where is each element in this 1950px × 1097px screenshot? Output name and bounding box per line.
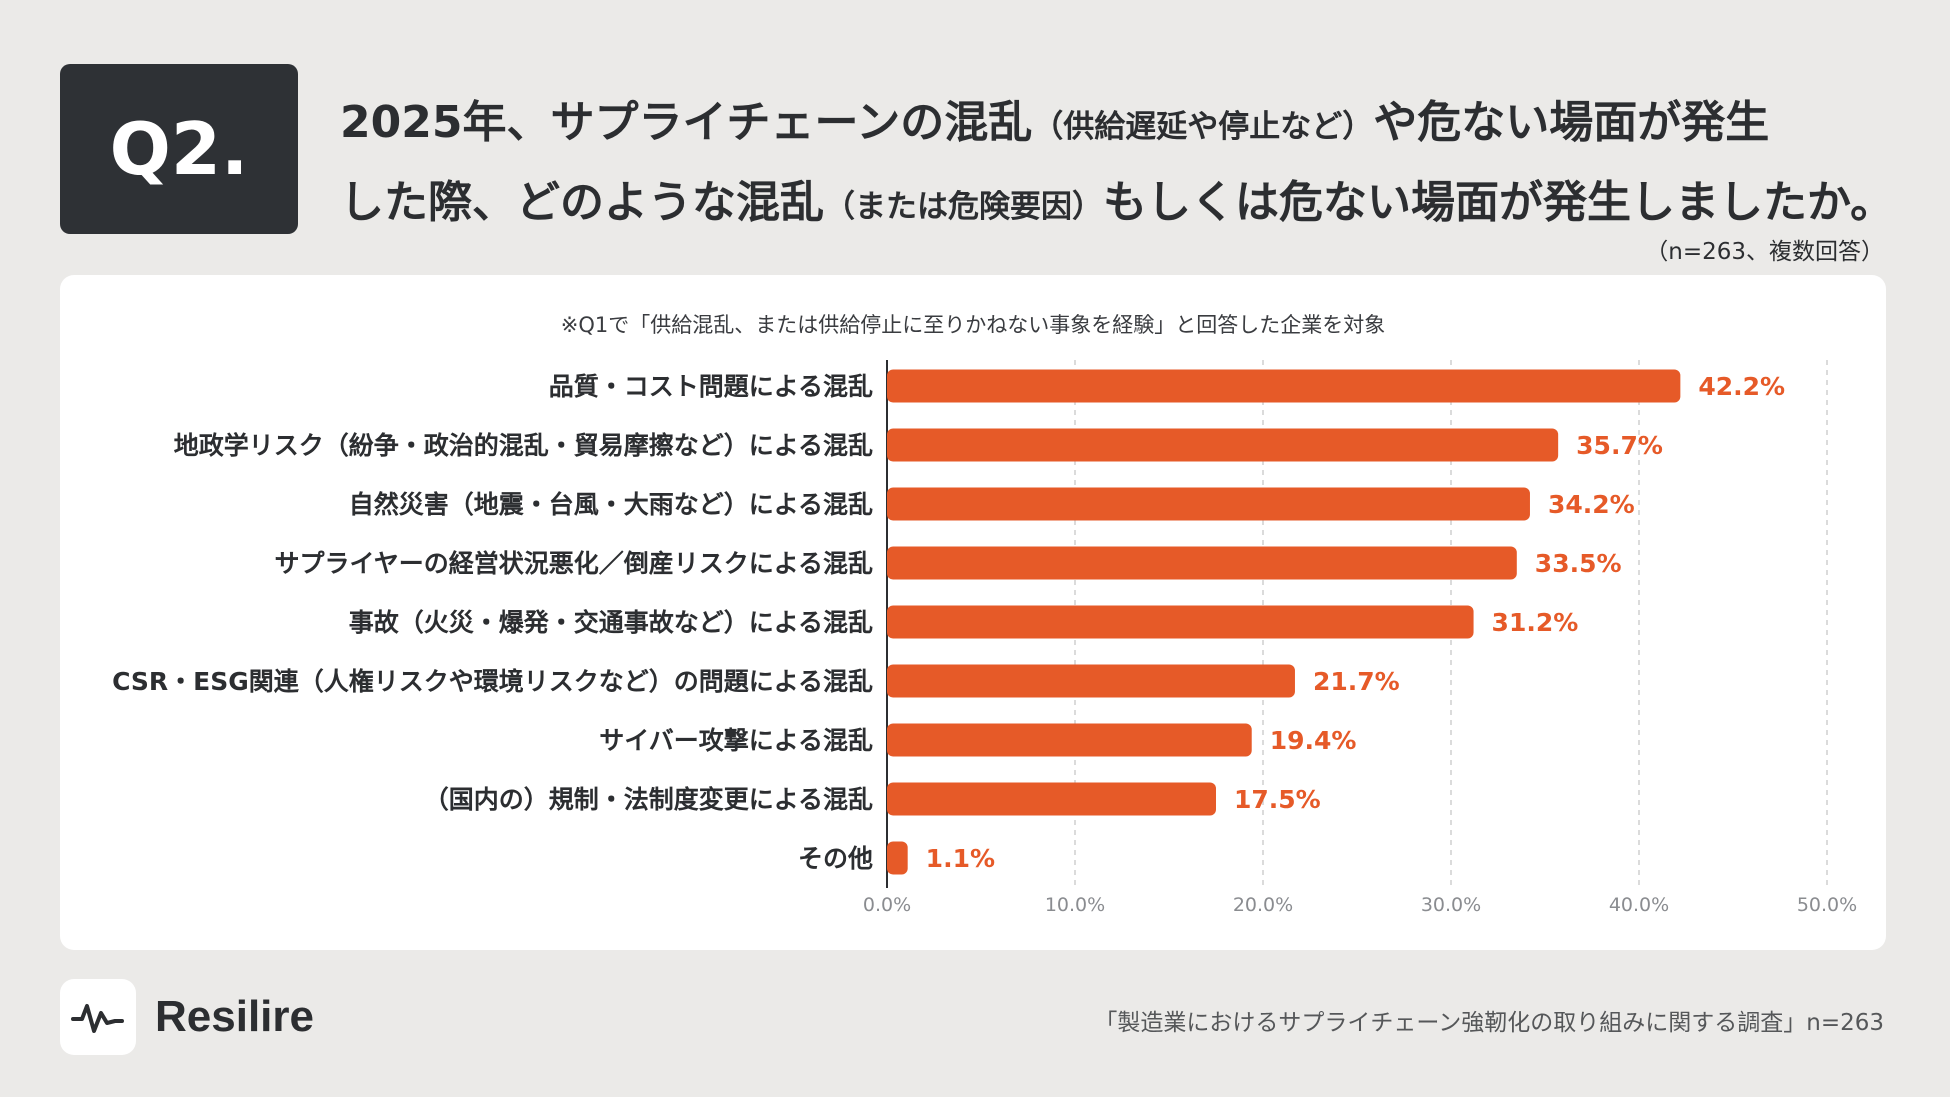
question-badge: Q2. (60, 64, 298, 234)
category-label: その他 (798, 844, 873, 873)
bar (887, 546, 1517, 580)
title-part-small: （供給遅延や停止など） (1032, 109, 1374, 145)
bar (887, 841, 908, 875)
category-label: 事故（火災・爆発・交通事故など）による混乱 (349, 608, 873, 637)
category-label: CSR・ESG関連（人権リスクや環境リスクなど）の問題による混乱 (112, 667, 873, 696)
bar (887, 369, 1681, 403)
value-label: 33.5% (1535, 549, 1622, 578)
category-label: サプライヤーの経営状況悪化／倒産リスクによる混乱 (274, 549, 873, 578)
value-label: 21.7% (1313, 667, 1400, 696)
x-tick-label: 0.0% (863, 894, 911, 916)
bar (887, 428, 1559, 462)
value-label: 42.2% (1698, 372, 1785, 401)
bar (887, 664, 1295, 698)
x-tick-label: 20.0% (1233, 894, 1293, 916)
resilire-logo (60, 979, 136, 1055)
title-part: や危ない場面が発生 (1373, 97, 1770, 148)
x-tick-label: 30.0% (1421, 894, 1481, 916)
logo-wave-icon (71, 1004, 124, 1033)
category-label: （国内の）規制・法制度変更による混乱 (424, 785, 873, 814)
category-label: 自然災害（地震・台風・大雨など）による混乱 (349, 490, 873, 519)
question-title-line-1: 2025年、サプライチェーンの混乱（供給遅延や停止など）や危ない場面が発生 (340, 86, 1769, 150)
bar (887, 605, 1474, 639)
brand-name: Resilire (155, 992, 314, 1041)
bar (887, 487, 1530, 521)
x-tick-label: 10.0% (1045, 894, 1105, 916)
x-tick-label: 40.0% (1609, 894, 1669, 916)
category-label: 品質・コスト問題による混乱 (549, 372, 873, 401)
chart-card: ※Q1で「供給混乱、または供給停止に至りかねない事象を経験」と回答した企業を対象… (60, 275, 1886, 950)
value-label: 19.4% (1270, 726, 1357, 755)
bar (887, 782, 1216, 816)
sample-size-note: （n=263、複数回答） (1645, 239, 1884, 265)
bar (887, 723, 1252, 757)
value-label: 34.2% (1548, 490, 1635, 519)
category-label: サイバー攻撃による混乱 (599, 726, 873, 755)
value-label: 35.7% (1576, 431, 1663, 460)
chart-target-note: ※Q1で「供給混乱、または供給停止に至りかねない事象を経験」と回答した企業を対象 (560, 313, 1386, 337)
bar-chart: 0.0% 10.0% 20.0% 30.0% 40.0% 50.0% 品質・コスト問題による… (112, 360, 1857, 916)
source-note: 「製造業におけるサプライチェーン強靭化の取り組みに関する調査」n=263 (1094, 1010, 1884, 1036)
x-tick-label: 50.0% (1797, 894, 1857, 916)
title-part: もしくは危ない場面が発生しましたか。 (1103, 177, 1895, 228)
category-label: 地政学リスク（紛争・政治的混乱・貿易摩擦など）による混乱 (174, 431, 873, 460)
value-label: 17.5% (1234, 785, 1321, 814)
value-label: 31.2% (1492, 608, 1579, 637)
value-label: 1.1% (926, 844, 995, 873)
title-part: した際、どのような混乱 (340, 177, 824, 228)
title-part-small: （または危険要因） (824, 189, 1103, 225)
title-part: 2025年、サプライチェーンの混乱 (340, 97, 1033, 148)
question-title-line-2: した際、どのような混乱（または危険要因）もしくは危ない場面が発生しましたか。 (340, 166, 1894, 230)
